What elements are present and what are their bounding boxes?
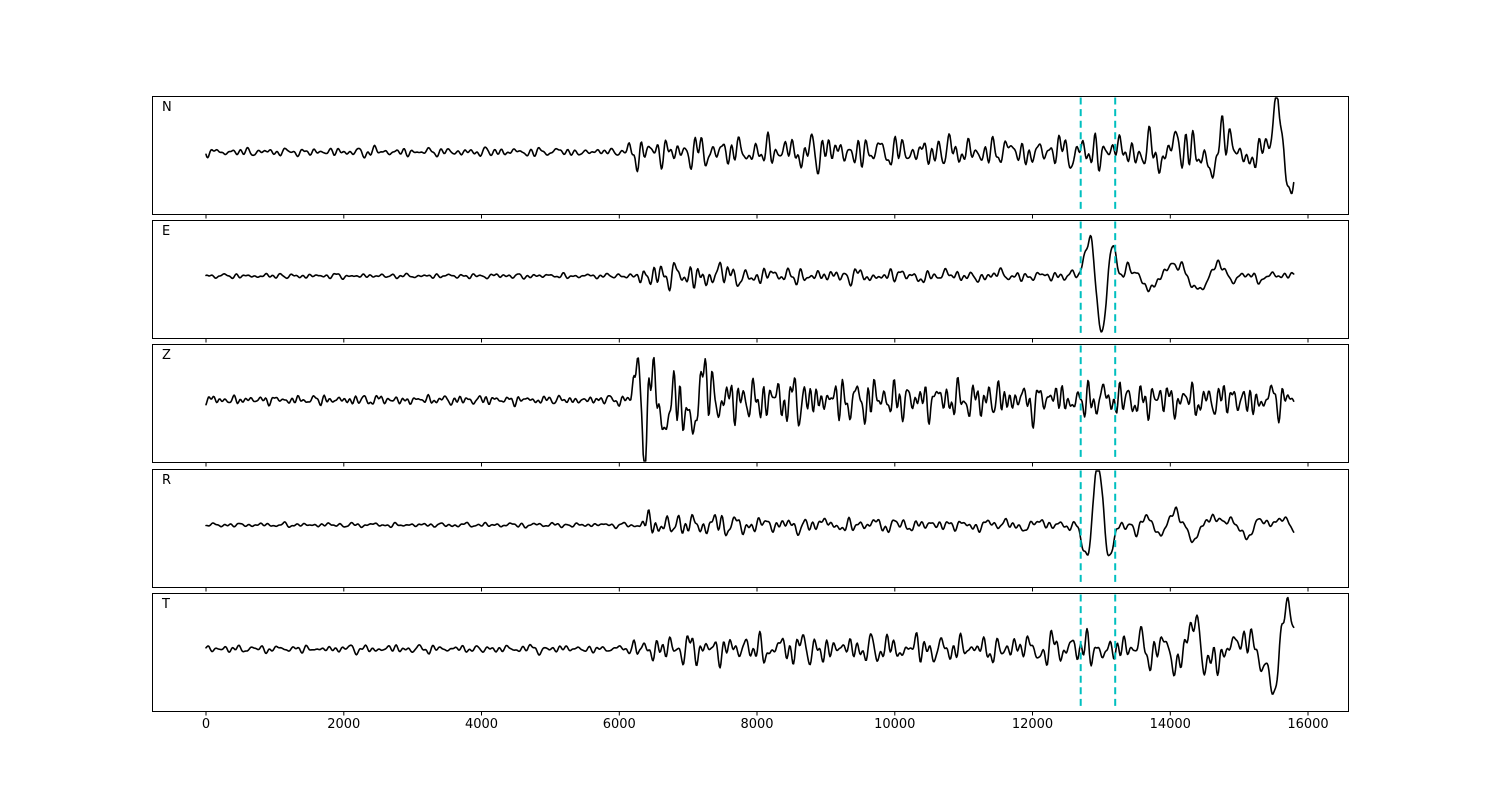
trace-canvas-t (205, 594, 1309, 716)
x-tick-label: 2000 (327, 717, 361, 732)
panel-label-z: Z (162, 348, 171, 363)
waveform-trace-e (205, 234, 1295, 333)
trace-canvas-n (205, 97, 1309, 219)
x-tick-label: 0 (201, 717, 211, 732)
x-tick-label: 16000 (1287, 717, 1329, 732)
panel-label-n: N (162, 100, 172, 115)
panel-label-e: E (162, 224, 171, 239)
panel-e: E (152, 220, 1349, 343)
panel-label-t: T (162, 597, 170, 612)
trace-canvas-r (205, 470, 1309, 592)
panel-label-r: R (162, 473, 172, 488)
panel-r: R (152, 469, 1349, 592)
panel-n: N (152, 96, 1349, 219)
x-tick-label: 10000 (874, 717, 916, 732)
panel-z: Z (152, 344, 1349, 467)
waveform-trace-n (205, 97, 1295, 195)
waveform-trace-z (205, 356, 1295, 462)
x-tick-label: 4000 (464, 717, 499, 732)
waveform-trace-t (205, 596, 1295, 695)
waveform-trace-r (205, 470, 1295, 557)
panel-t: T (152, 593, 1349, 716)
x-tick-label: 12000 (1011, 717, 1054, 732)
x-tick-label: 8000 (740, 717, 774, 732)
trace-canvas-z (205, 345, 1309, 467)
x-tick-label: 6000 (602, 717, 636, 732)
x-tick-label: 14000 (1149, 717, 1191, 732)
trace-canvas-e (205, 221, 1309, 343)
